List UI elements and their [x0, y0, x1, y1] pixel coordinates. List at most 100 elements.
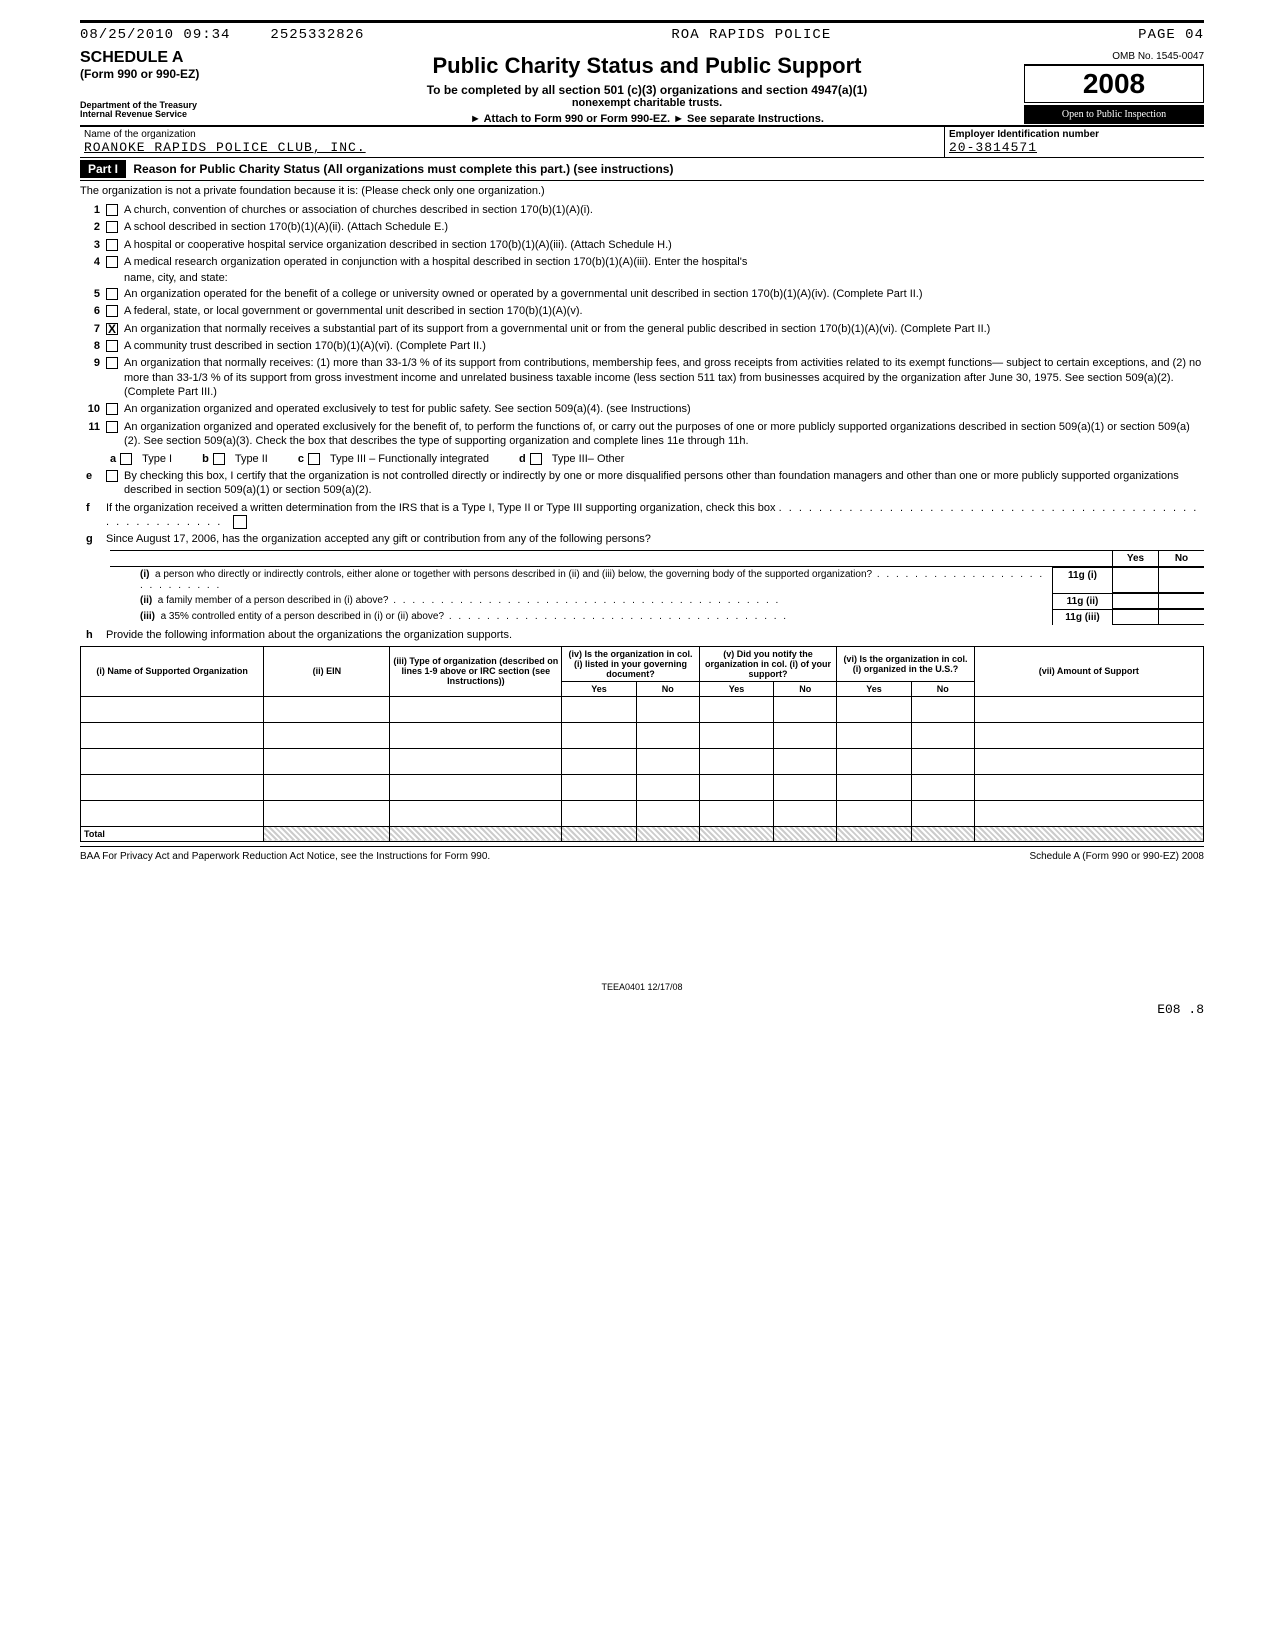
omb-number: OMB No. 1545-0047	[1024, 49, 1204, 65]
text-11a: Type I	[142, 453, 172, 465]
line-11g-i: (i) a person who directly or indirectly …	[110, 567, 1204, 593]
checkbox-11d[interactable]	[530, 453, 542, 465]
gii-code: 11g (ii)	[1052, 593, 1112, 609]
gi-no[interactable]	[1158, 567, 1204, 593]
checkbox-6[interactable]	[106, 305, 118, 317]
text-11d: Type III– Other	[552, 453, 625, 465]
checkbox-11c[interactable]	[308, 453, 320, 465]
th4-yes: Yes	[562, 681, 637, 696]
num-3: 3	[80, 238, 106, 252]
tax-year: 2008	[1024, 65, 1204, 103]
yes-header: Yes	[1112, 551, 1158, 566]
th-2: (ii) EIN	[264, 646, 390, 696]
gi-yes[interactable]	[1112, 567, 1158, 593]
fax-dest: ROA RAPIDS POLICE	[671, 27, 831, 43]
checkbox-1[interactable]	[106, 204, 118, 216]
th5-no: No	[774, 681, 837, 696]
text-10: An organization organized and operated e…	[124, 402, 1204, 416]
schedule-label: SCHEDULE A	[80, 49, 270, 67]
giii-yes[interactable]	[1112, 609, 1158, 625]
line-8: 8 A community trust described in section…	[80, 339, 1204, 353]
table-total-row: Total	[81, 826, 1204, 841]
line-5: 5 An organization operated for the benef…	[80, 287, 1204, 301]
th-4: (iv) Is the organization in col. (i) lis…	[562, 646, 699, 681]
text-11c: Type III – Functionally integrated	[330, 453, 489, 465]
checkbox-3[interactable]	[106, 239, 118, 251]
giii-label: (iii)	[140, 611, 155, 622]
th-3: (iii) Type of organization (described on…	[390, 646, 562, 696]
text-2: A school described in section 170(b)(1)(…	[124, 220, 1204, 234]
checkbox-11e[interactable]	[106, 470, 118, 482]
num-9: 9	[80, 356, 106, 370]
support-table: (i) Name of Supported Organization (ii) …	[80, 646, 1204, 842]
gii-text: a family member of a person described in…	[158, 595, 389, 606]
th-7: (vii) Amount of Support	[974, 646, 1203, 696]
checkbox-11[interactable]	[106, 421, 118, 433]
checkbox-4[interactable]	[106, 256, 118, 268]
text-11e: By checking this box, I certify that the…	[124, 469, 1204, 498]
label-a: a	[110, 453, 116, 465]
num-6: 6	[80, 304, 106, 318]
form-sub1: To be completed by all section 501 (c)(3…	[280, 83, 1014, 97]
line-11-types: aType I bType II cType III – Functionall…	[110, 452, 1204, 465]
part1-badge: Part I	[80, 160, 126, 178]
th6-no: No	[911, 681, 974, 696]
checkbox-11f[interactable]	[233, 515, 247, 529]
line-9: 9 An organization that normally receives…	[80, 356, 1204, 399]
no-header: No	[1158, 551, 1204, 566]
fax-date: 08/25/2010 09:34	[80, 27, 230, 43]
num-4: 4	[80, 255, 106, 269]
fax-number: 2525332826	[270, 27, 364, 43]
giii-no[interactable]	[1158, 609, 1204, 625]
text-3: A hospital or cooperative hospital servi…	[124, 238, 1204, 252]
label-d: d	[519, 453, 526, 465]
th5-yes: Yes	[699, 681, 774, 696]
num-f: f	[80, 501, 106, 515]
table-row	[81, 774, 1204, 800]
line-3: 3 A hospital or cooperative hospital ser…	[80, 238, 1204, 252]
checkbox-9[interactable]	[106, 357, 118, 369]
fax-page: PAGE 04	[1138, 27, 1204, 43]
checkbox-11a[interactable]	[120, 453, 132, 465]
gi-code: 11g (i)	[1052, 567, 1112, 593]
text-11h: Provide the following information about …	[106, 628, 1204, 642]
ein-value: 20-3814571	[949, 140, 1200, 155]
checkbox-10[interactable]	[106, 403, 118, 415]
total-label: Total	[81, 826, 264, 841]
gi-label: (i)	[140, 569, 149, 580]
num-7: 7	[80, 322, 106, 336]
form-sub3: ► Attach to Form 990 or Form 990-EZ. ► S…	[280, 113, 1014, 125]
text-4b: name, city, and state:	[124, 272, 1204, 284]
checkbox-11b[interactable]	[213, 453, 225, 465]
num-10: 10	[80, 402, 106, 416]
text-11: An organization organized and operated e…	[124, 420, 1204, 449]
table-row	[81, 800, 1204, 826]
footer-right: Schedule A (Form 990 or 990-EZ) 2008	[1029, 851, 1204, 862]
line-11f: f If the organization received a written…	[80, 501, 1204, 530]
text-8: A community trust described in section 1…	[124, 339, 1204, 353]
line-11g: g Since August 17, 2006, has the organiz…	[80, 532, 1204, 546]
num-11: 11	[80, 420, 106, 434]
gii-yes[interactable]	[1112, 593, 1158, 609]
checkbox-5[interactable]	[106, 288, 118, 300]
text-6: A federal, state, or local government or…	[124, 304, 1204, 318]
text-4: A medical research organization operated…	[124, 255, 1204, 269]
dept2: Internal Revenue Service	[80, 110, 270, 119]
line-6: 6 A federal, state, or local government …	[80, 304, 1204, 318]
org-row: Name of the organization ROANOKE RAPIDS …	[80, 125, 1204, 157]
fax-header: 08/25/2010 09:34 2525332826 ROA RAPIDS P…	[80, 20, 1204, 43]
checkbox-2[interactable]	[106, 221, 118, 233]
giii-code: 11g (iii)	[1052, 609, 1112, 625]
gii-no[interactable]	[1158, 593, 1204, 609]
line-11g-iii: (iii) a 35% controlled entity of a perso…	[110, 609, 1204, 625]
line-11e: e By checking this box, I certify that t…	[80, 469, 1204, 498]
th-5: (v) Did you notify the organization in c…	[699, 646, 836, 681]
checkbox-8[interactable]	[106, 340, 118, 352]
gi-text: a person who directly or indirectly cont…	[155, 569, 872, 580]
checkbox-7[interactable]	[106, 323, 118, 335]
text-11g: Since August 17, 2006, has the organizat…	[106, 532, 1204, 546]
line-1: 1 A church, convention of churches or as…	[80, 203, 1204, 217]
text-1: A church, convention of churches or asso…	[124, 203, 1204, 217]
form-label: (Form 990 or 990-EZ)	[80, 67, 270, 81]
text-11b: Type II	[235, 453, 268, 465]
